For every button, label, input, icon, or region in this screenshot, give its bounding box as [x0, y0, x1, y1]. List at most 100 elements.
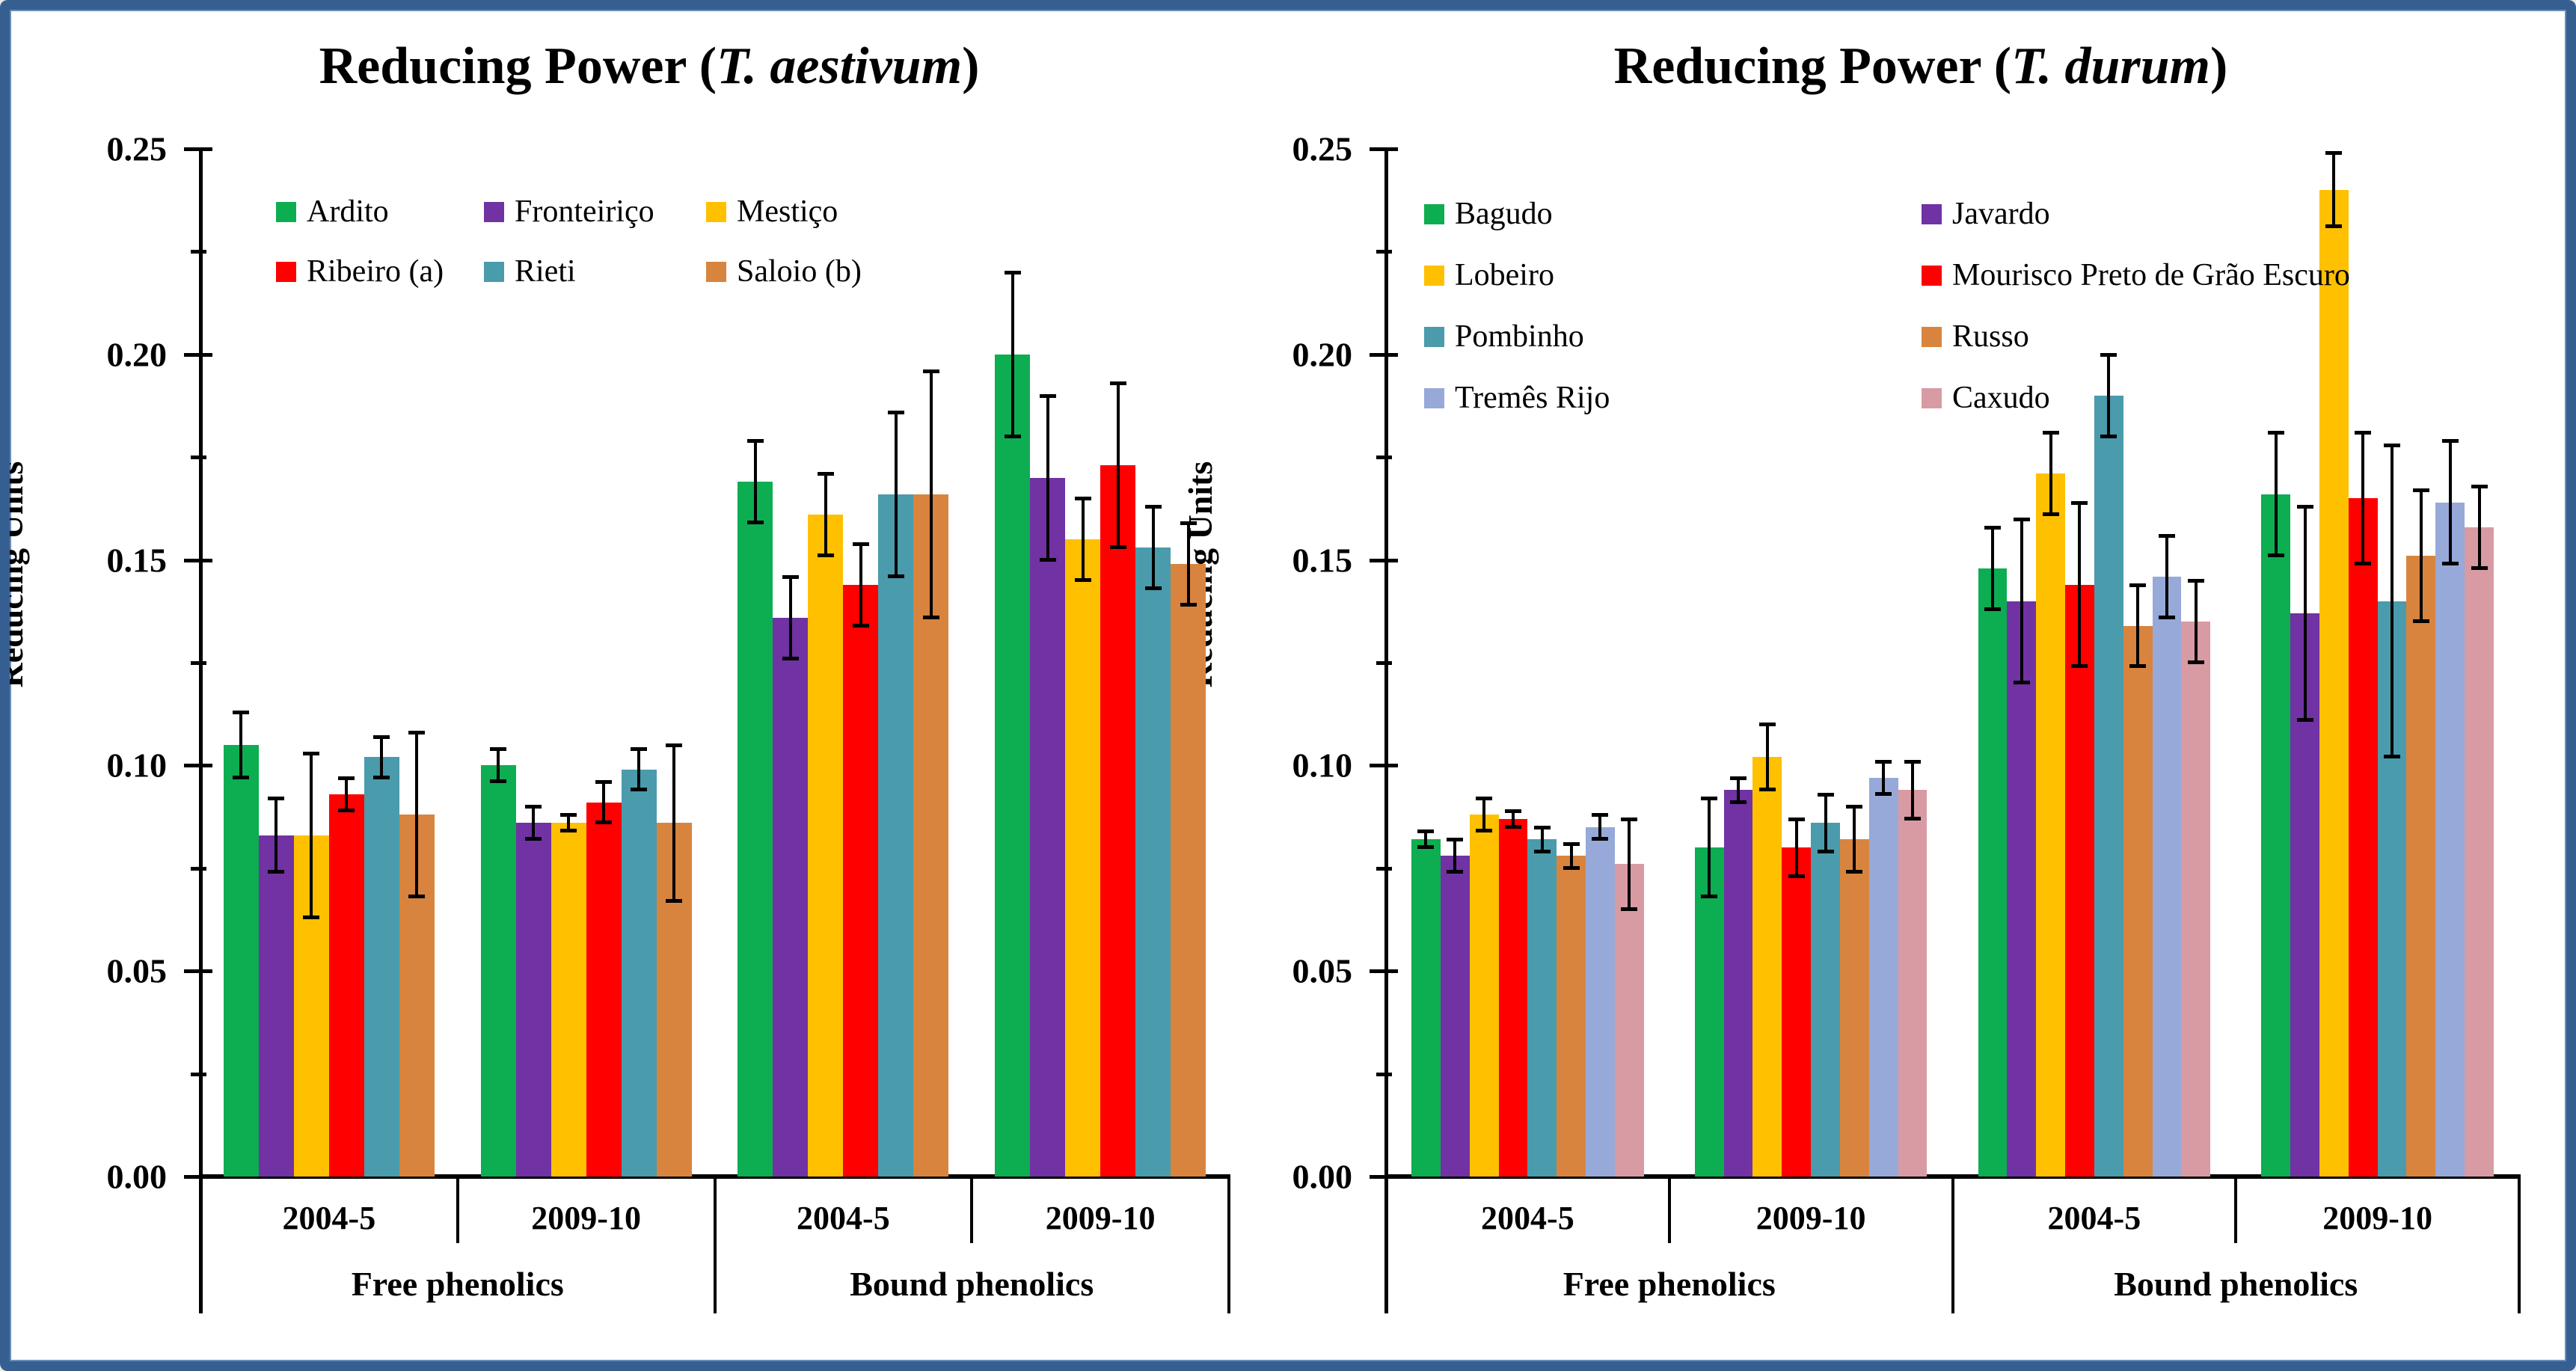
error-bar-cap-top [525, 805, 542, 809]
bar-bagudo-2009-10-g3 [2261, 494, 2291, 1177]
legend-label-treme-s-rijo: Tremês Rijo [1455, 381, 1610, 415]
legend-label-javardo: Javardo [1952, 197, 2050, 231]
category-separator [970, 1177, 974, 1243]
error-bar-cap-bottom [303, 915, 320, 919]
error-bar [1540, 826, 1544, 852]
error-bar [1011, 272, 1014, 437]
bar-lobeiro-2009-10-g3 [2319, 189, 2349, 1177]
error-bar [637, 749, 641, 791]
error-bar-cap-bottom [1730, 800, 1747, 804]
error-bar-cap-bottom [1875, 791, 1892, 796]
bar-mestic-o-2004-5-g2 [808, 515, 844, 1177]
error-bar-cap-top [408, 731, 426, 735]
error-bar [1453, 839, 1457, 873]
group-label-2004-5-g0: 2004-5 [282, 1200, 376, 1236]
error-bar-cap-bottom [817, 553, 834, 558]
error-bar-cap-bottom [1039, 557, 1056, 562]
error-bar [1737, 777, 1741, 803]
error-bar-cap-bottom [922, 615, 939, 619]
error-bar-cap-top [1004, 270, 1021, 274]
bar-pombinho-2004-5-g2 [2094, 395, 2123, 1177]
legend-item-ardito: Ardito [276, 182, 484, 242]
bar-saloio-b-2009-10-g3 [1171, 564, 1206, 1177]
error-bar-cap-top [2158, 533, 2175, 538]
error-bar [2136, 584, 2140, 667]
legend-swatch-mourisco-preto-de-gra-o-escuro [1922, 265, 1942, 286]
error-bar-cap-bottom [2100, 434, 2117, 438]
error-bar-cap-top [1730, 776, 1747, 780]
error-bar [602, 782, 606, 823]
error-bar-cap-bottom [595, 821, 613, 825]
error-bar-cap-bottom [1621, 907, 1638, 911]
y-major-tick [184, 1175, 212, 1179]
error-bar-cap-top [1144, 505, 1162, 509]
legend-label-pombinho: Pombinho [1455, 319, 1584, 354]
error-bar [2419, 490, 2423, 622]
bar-mestic-o-2009-10-g1 [551, 823, 586, 1177]
error-bar-cap-bottom [1109, 545, 1126, 550]
chart-panel-durum: Reducing Power (T. durum) Reducing Units… [1181, 10, 2557, 1360]
y-major-tick [1370, 147, 1398, 151]
error-bar [1046, 395, 1049, 560]
error-bar-cap-bottom [1788, 874, 1805, 878]
y-tick-label: 0.25 [106, 129, 168, 168]
error-bar [1628, 818, 1631, 910]
error-bar-cap-bottom [560, 829, 577, 833]
y-axis-line [199, 149, 203, 1313]
error-bar-cap-top [1904, 759, 1921, 764]
error-bar-cap-bottom [2441, 562, 2459, 566]
error-bar [2165, 535, 2168, 618]
error-bar-cap-bottom [2129, 664, 2147, 669]
error-bar-cap-top [1447, 838, 1464, 842]
error-bar-cap-top [1984, 525, 2001, 530]
error-bar-cap-top [2296, 505, 2313, 509]
error-bar [1765, 724, 1769, 791]
error-bar [2274, 432, 2278, 556]
y-major-tick [1370, 764, 1398, 768]
error-bar-cap-bottom [338, 808, 355, 812]
bar-caxudo-2004-5-g2 [2181, 622, 2211, 1177]
chart-title-aestivum: Reducing Power (T. aestivum) [13, 29, 1285, 104]
bar-russo-2009-10-g1 [1839, 839, 1869, 1177]
legend-item-bagudo: Bagudo [1424, 183, 1922, 245]
error-bar-cap-bottom [782, 656, 799, 660]
error-bar-cap-top [2100, 352, 2117, 357]
y-minor-tick [1376, 866, 1392, 871]
error-bar [1569, 843, 1573, 868]
error-bar [345, 777, 349, 811]
bar-pombinho-2004-5-g0 [1527, 839, 1557, 1177]
error-bar-cap-bottom [1144, 586, 1162, 591]
error-bar-cap-bottom [2412, 619, 2429, 624]
chart-title-close: ) [962, 37, 980, 95]
error-bar-cap-top [2042, 431, 2059, 435]
bar-mourisco-preto-de-gra-o-escuro-2004-5-g2 [2065, 584, 2094, 1177]
legend-swatch-javardo [1922, 203, 1942, 224]
bar-russo-2009-10-g3 [2406, 556, 2436, 1177]
error-bar-cap-top [2325, 151, 2343, 156]
bar-caxudo-2009-10-g3 [2465, 527, 2494, 1177]
error-bar [788, 576, 792, 659]
chart-title-species: T. aestivum [717, 37, 963, 95]
y-minor-tick [1376, 661, 1392, 665]
category-separator-long [199, 1177, 202, 1313]
error-bar-cap-top [817, 472, 834, 476]
category-separator-long [713, 1177, 717, 1313]
error-bar-cap-top [1109, 381, 1126, 386]
legend-swatch-fronteiric-o [484, 201, 504, 222]
error-bar-cap-bottom [1533, 849, 1551, 853]
error-bar [1116, 383, 1120, 548]
legend-swatch-lobeiro [1424, 265, 1444, 286]
error-bar-cap-bottom [1758, 788, 1776, 792]
error-bar-cap-top [1621, 817, 1638, 821]
error-bar-cap-bottom [746, 521, 764, 525]
error-bar-cap-top [2412, 488, 2429, 493]
bar-mourisco-preto-de-gra-o-escuro-2004-5-g0 [1498, 818, 1528, 1177]
y-tick-label: 0.20 [1292, 335, 1353, 374]
y-tick-label: 0.00 [106, 1157, 168, 1196]
category-separator [2234, 1177, 2238, 1243]
error-bar-cap-bottom [2158, 615, 2175, 619]
error-bar-cap-top [782, 574, 799, 579]
error-bar [1911, 761, 1914, 819]
error-bar [2477, 485, 2481, 568]
y-minor-tick [1376, 456, 1392, 460]
